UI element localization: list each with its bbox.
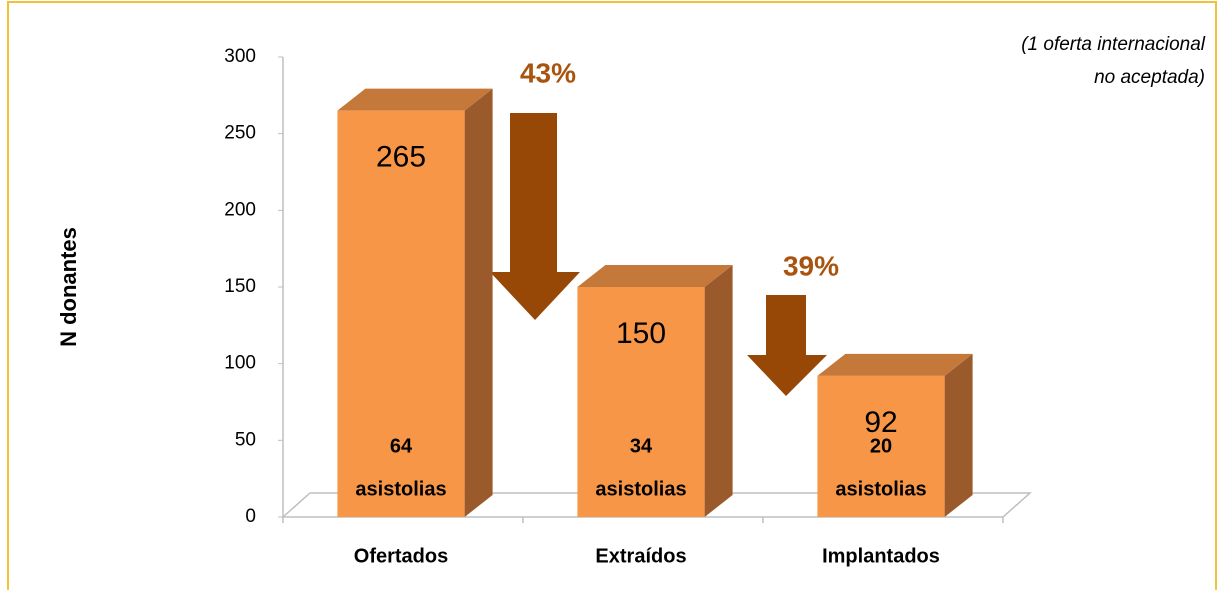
- y-tick-label: 50: [235, 429, 256, 450]
- y-tick-label: 150: [224, 276, 256, 297]
- value-label: 265: [376, 141, 426, 174]
- bar-sublabel: 64: [390, 435, 413, 457]
- bar-top: [817, 353, 973, 376]
- x-tick-label: Implantados: [822, 545, 940, 567]
- bar-top: [577, 265, 733, 287]
- bar: [337, 110, 465, 518]
- bar-side: [464, 88, 493, 518]
- value-label: 150: [616, 317, 666, 350]
- bar-sublabel: 20: [870, 435, 892, 457]
- arrow: [747, 295, 827, 396]
- arrow: [490, 113, 580, 320]
- x-tick-label: Ofertados: [354, 545, 448, 567]
- bar-side: [704, 265, 733, 517]
- bar-sublabel: asistolias: [595, 478, 686, 500]
- x-tick-label: Extraídos: [595, 545, 686, 567]
- bar-side: [944, 353, 973, 517]
- bar-top: [337, 88, 493, 111]
- y-tick-label: 100: [224, 353, 256, 374]
- bar: [577, 287, 705, 517]
- y-axis-title: N donantes: [56, 227, 81, 347]
- note: (1 oferta internacional: [1021, 34, 1206, 55]
- bar: [817, 375, 945, 517]
- value-label: 92: [864, 406, 897, 439]
- bar-sublabel: 34: [630, 435, 653, 457]
- note: no aceptada): [1094, 67, 1205, 88]
- y-tick-label: 0: [245, 506, 256, 527]
- annotation: 39%: [783, 250, 839, 281]
- bar-sublabel: asistolias: [835, 478, 926, 500]
- bar-sublabel: asistolias: [355, 478, 446, 500]
- y-tick-label: 250: [224, 123, 256, 144]
- annotation: 43%: [520, 57, 576, 88]
- y-tick-label: 300: [224, 46, 256, 67]
- y-tick-label: 200: [224, 199, 256, 220]
